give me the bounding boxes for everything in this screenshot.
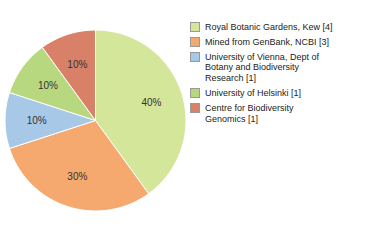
html-text:Royal Botanic Gardens, Kew [4]: Royal Botanic Gardens, Kew [4] (205, 22, 333, 32)
html-text:Centre for Biodiversity Genomi: Centre for Biodiversity Genomics [1] (205, 102, 294, 124)
svg-text:40%: 40% (141, 97, 161, 108)
svg-text:10%: 10% (27, 115, 47, 126)
svg-text:30%: 30% (67, 171, 87, 182)
html-text:Mined from GenBank, NCBI [3]: Mined from GenBank, NCBI [3] (205, 36, 330, 47)
svg-text:10%: 10% (67, 59, 87, 70)
html-text:University of Helsinki [1]: University of Helsinki [1] (205, 88, 301, 98)
html-text:University of Vienna, Dept of: University of Vienna, Dept of Botany and… (205, 51, 319, 84)
svg-text:10%: 10% (38, 80, 58, 91)
